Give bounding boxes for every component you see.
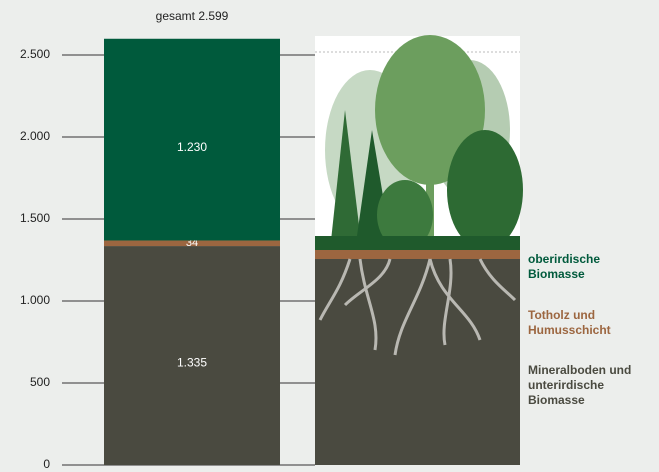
y-tick-label: 0 xyxy=(43,457,50,471)
soil xyxy=(315,259,520,465)
page: gesamt 2.599 0 500 1.000 1.500 2.000 2.500 1.3… xyxy=(0,0,659,472)
total-label: gesamt 2.599 xyxy=(156,9,229,23)
illustration xyxy=(315,35,523,465)
y-tick-label: 2.000 xyxy=(20,129,50,143)
value-label: 1.230 xyxy=(177,140,207,154)
undergrowth xyxy=(315,236,520,252)
value-label: 1.335 xyxy=(177,356,207,370)
legend-entry: Mineralboden und unterirdische Biomasse xyxy=(528,363,650,408)
tree xyxy=(447,130,523,250)
y-tick-label: 2.500 xyxy=(20,47,50,61)
y-tick-label: 1.500 xyxy=(20,211,50,225)
legend-entry: oberirdische Biomasse xyxy=(528,252,650,282)
y-tick-label: 500 xyxy=(30,375,50,389)
humus xyxy=(315,250,520,259)
legend-entry: Totholz und Humusschicht xyxy=(528,308,650,338)
y-tick-label: 1.000 xyxy=(20,293,50,307)
